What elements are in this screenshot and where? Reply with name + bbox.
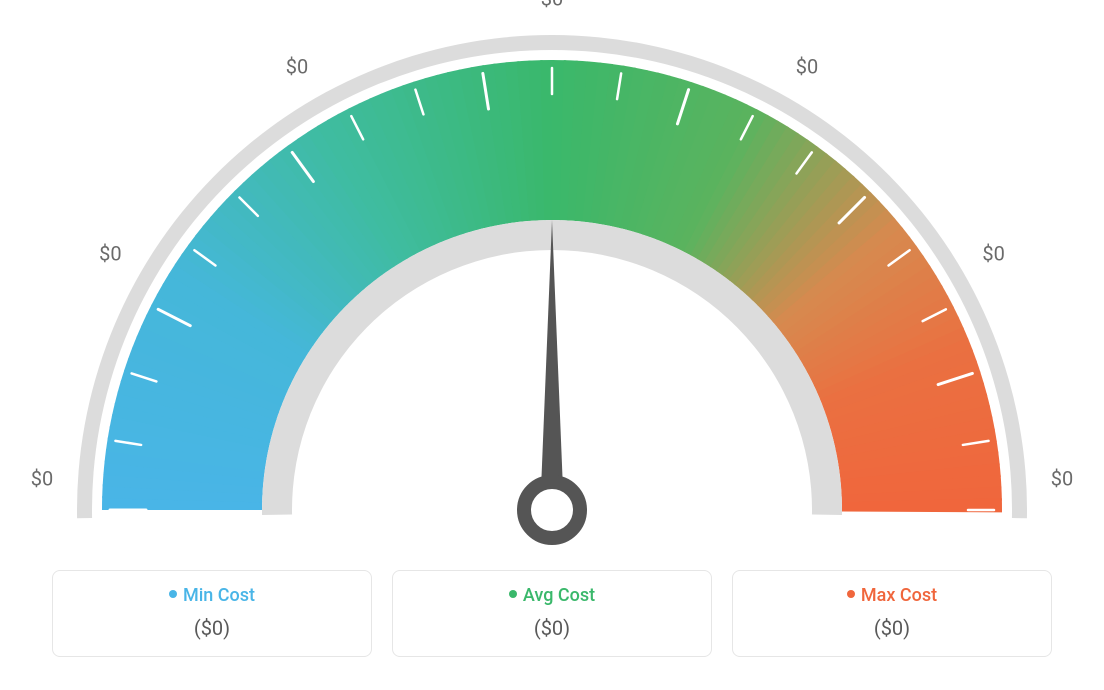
legend-row: Min Cost ($0) Avg Cost ($0) Max Cost ($0)	[52, 570, 1052, 657]
gauge-needle	[540, 220, 564, 517]
legend-value-max: ($0)	[743, 616, 1041, 640]
gauge-tick-label: $0	[541, 0, 563, 10]
gauge-chart: $0 $0 $0 $0 $0 $0 $0	[0, 0, 1104, 560]
legend-value-min: ($0)	[63, 616, 361, 640]
gauge-tick-label: $0	[1051, 466, 1073, 490]
gauge-needle-hub	[524, 482, 580, 538]
legend-title-avg: Avg Cost	[403, 585, 701, 606]
legend-card-avg: Avg Cost ($0)	[392, 570, 712, 657]
gauge-tick-label: $0	[99, 241, 121, 265]
gauge-tick-label: $0	[982, 241, 1004, 265]
legend-card-min: Min Cost ($0)	[52, 570, 372, 657]
legend-label-avg: Avg Cost	[523, 585, 595, 606]
legend-title-min: Min Cost	[63, 585, 361, 606]
legend-value-avg: ($0)	[403, 616, 701, 640]
gauge-container: $0 $0 $0 $0 $0 $0 $0	[0, 0, 1104, 560]
legend-title-max: Max Cost	[743, 585, 1041, 606]
gauge-tick-label: $0	[796, 55, 818, 79]
legend-dot-icon	[847, 590, 855, 598]
legend-dot-icon	[509, 590, 517, 598]
legend-dot-icon	[169, 590, 177, 598]
legend-label-min: Min Cost	[183, 585, 255, 606]
legend-label-max: Max Cost	[861, 585, 937, 606]
gauge-tick-label: $0	[31, 466, 53, 490]
gauge-tick-label: $0	[286, 55, 308, 79]
legend-card-max: Max Cost ($0)	[732, 570, 1052, 657]
